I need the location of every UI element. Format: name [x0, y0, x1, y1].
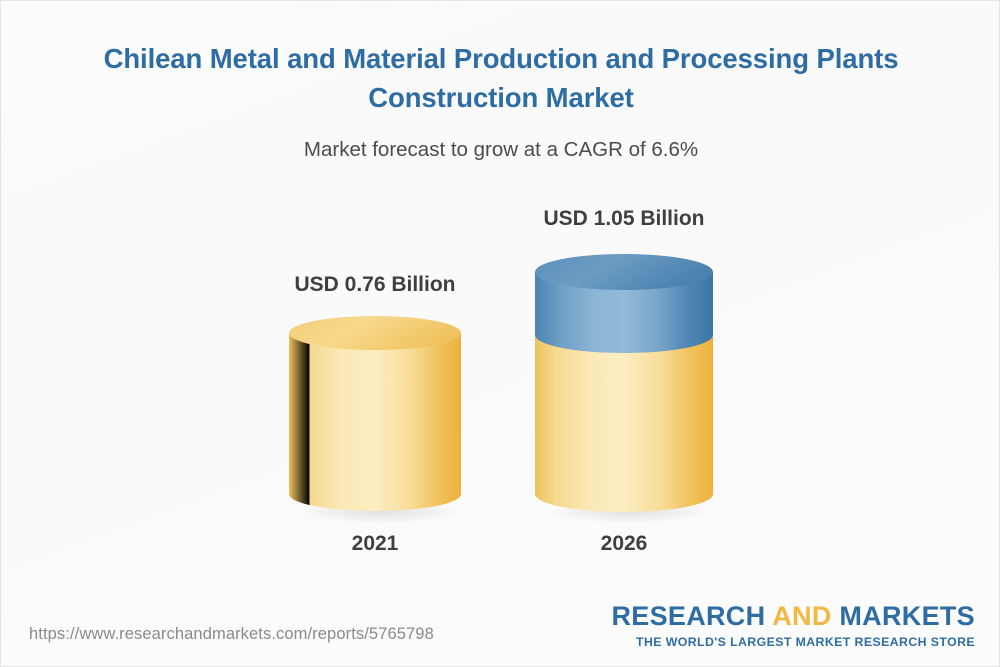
logo-word-research: RESEARCH [611, 601, 773, 631]
research-and-markets-logo[interactable]: RESEARCH AND MARKETS THE WORLD'S LARGEST… [611, 603, 975, 650]
category-label-2021: 2021 [351, 532, 399, 555]
bar-cylinder-2021 [289, 316, 473, 531]
report-url[interactable]: https://www.researchandmarkets.com/repor… [29, 625, 434, 643]
chart-subtitle: Market forecast to grow at a CAGR of 6.6… [303, 138, 699, 162]
logo-word-and: AND [772, 601, 832, 631]
logo-word-markets: MARKETS [831, 601, 975, 631]
bar-cylinder-2026-svg [535, 254, 725, 525]
chart-title-line-1: Chilean Metal and Material Production an… [103, 43, 899, 74]
bar-cylinder-2021-svg [289, 316, 473, 525]
bar-value-label-2021: USD 0.76 Billion [294, 273, 456, 296]
category-label-2026: 2026 [600, 532, 648, 555]
page-title: Chilean Metal and Material Production an… [81, 39, 921, 117]
logo-wordmark: RESEARCH AND MARKETS [611, 603, 975, 630]
chart-header: Chilean Metal and Material Production an… [81, 39, 921, 164]
bar-value-label-2026: USD 1.05 Billion [543, 207, 705, 230]
chart-title-line-2: Construction Market [368, 82, 634, 114]
logo-tagline: THE WORLD'S LARGEST MARKET RESEARCH STOR… [636, 635, 975, 649]
bar-cylinder-2026 [535, 254, 725, 531]
